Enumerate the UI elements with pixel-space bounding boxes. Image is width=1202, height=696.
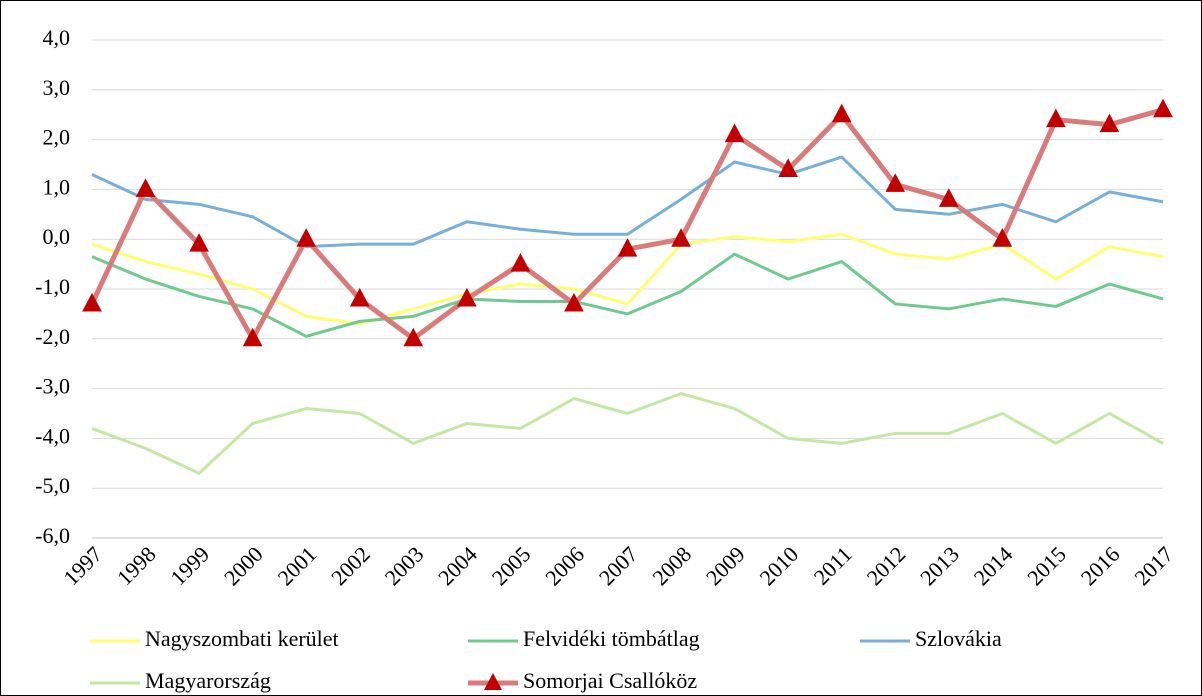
- legend-marker: [484, 673, 502, 690]
- point-marker: [778, 158, 798, 177]
- point-marker: [564, 292, 584, 312]
- point-marker: [189, 233, 209, 252]
- point-marker: [457, 287, 477, 307]
- y-tick-label: 1,0: [43, 174, 71, 199]
- legend-label: Magyarország: [145, 668, 271, 693]
- y-tick-label: -5,0: [35, 473, 70, 498]
- y-tick-label: 0,0: [43, 224, 71, 249]
- y-tick-label: 3,0: [43, 75, 71, 100]
- point-marker: [938, 188, 959, 207]
- point-marker: [135, 178, 156, 197]
- point-marker: [1153, 98, 1173, 118]
- series-line: [91, 232, 1164, 326]
- legend-label: Nagyszombati kerület: [145, 626, 339, 651]
- series-line: [91, 155, 1164, 249]
- y-tick-label: -2,0: [35, 324, 70, 349]
- point-marker: [1099, 113, 1120, 133]
- legend-label: Felvidéki tömbátlag: [523, 626, 700, 651]
- y-tick-label: -4,0: [35, 423, 70, 448]
- point-marker: [242, 327, 263, 347]
- legend-label: Somorjai Csallóköz: [523, 668, 697, 693]
- y-tick-label: -3,0: [35, 374, 70, 399]
- point-marker: [1046, 108, 1066, 128]
- point-marker: [296, 228, 317, 247]
- point-marker: [671, 228, 691, 247]
- point-marker: [403, 327, 424, 347]
- y-tick-label: 4,0: [43, 25, 71, 50]
- point-marker: [831, 103, 852, 123]
- y-tick-label: -1,0: [35, 274, 70, 299]
- y-tick-label: 2,0: [43, 125, 71, 150]
- point-marker: [82, 292, 102, 312]
- point-marker: [724, 123, 745, 143]
- series-line: [91, 252, 1164, 338]
- legend-label: Szlovákia: [915, 626, 1002, 651]
- series-line: [91, 392, 1164, 475]
- point-marker: [617, 238, 638, 257]
- point-marker: [885, 173, 906, 192]
- point-marker: [510, 253, 531, 272]
- y-tick-label: -6,0: [35, 523, 70, 548]
- point-marker: [349, 287, 370, 307]
- point-marker: [992, 228, 1013, 247]
